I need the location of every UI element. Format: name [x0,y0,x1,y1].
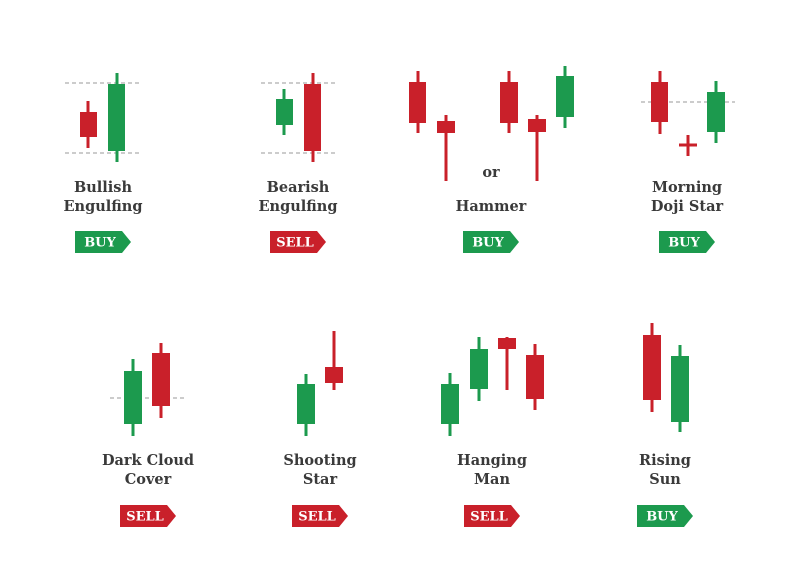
candles [65,66,735,436]
pattern-name: Cover [125,471,172,488]
pattern-name: Dark Cloud [102,452,194,469]
signal-badge [270,231,326,253]
signal-badge [292,505,348,527]
signal-text: SELL [298,510,336,525]
pattern-name: Hammer [456,198,527,215]
pattern-name: Star [303,471,338,488]
pattern-name: Bullish [74,179,132,196]
signal-badge [659,231,715,253]
pattern-name: Engulfing [258,198,337,215]
signal-badge [637,505,693,527]
signal-badge [464,505,520,527]
signal-text: SELL [126,510,164,525]
pattern-name: Sun [649,471,681,488]
connector-text: or [482,164,500,181]
pattern-name: Engulfing [63,198,142,215]
signal-text: BUY [472,236,504,251]
signal-badge [75,231,131,253]
pattern-name: Shooting [283,452,356,469]
pattern-name: Rising [639,452,691,469]
pattern-name: Hanging [457,452,527,469]
signal-text: SELL [276,236,314,251]
signal-text: BUY [646,510,678,525]
signal-badge [120,505,176,527]
pattern-name: Doji Star [651,198,724,215]
pattern-name: Man [474,471,510,488]
signal-text: BUY [84,236,116,251]
pattern-name: Morning [652,179,722,196]
pattern-name: Bearish [267,179,330,196]
signal-text: BUY [668,236,700,251]
signal-badge [463,231,519,253]
signal-text: SELL [470,510,508,525]
